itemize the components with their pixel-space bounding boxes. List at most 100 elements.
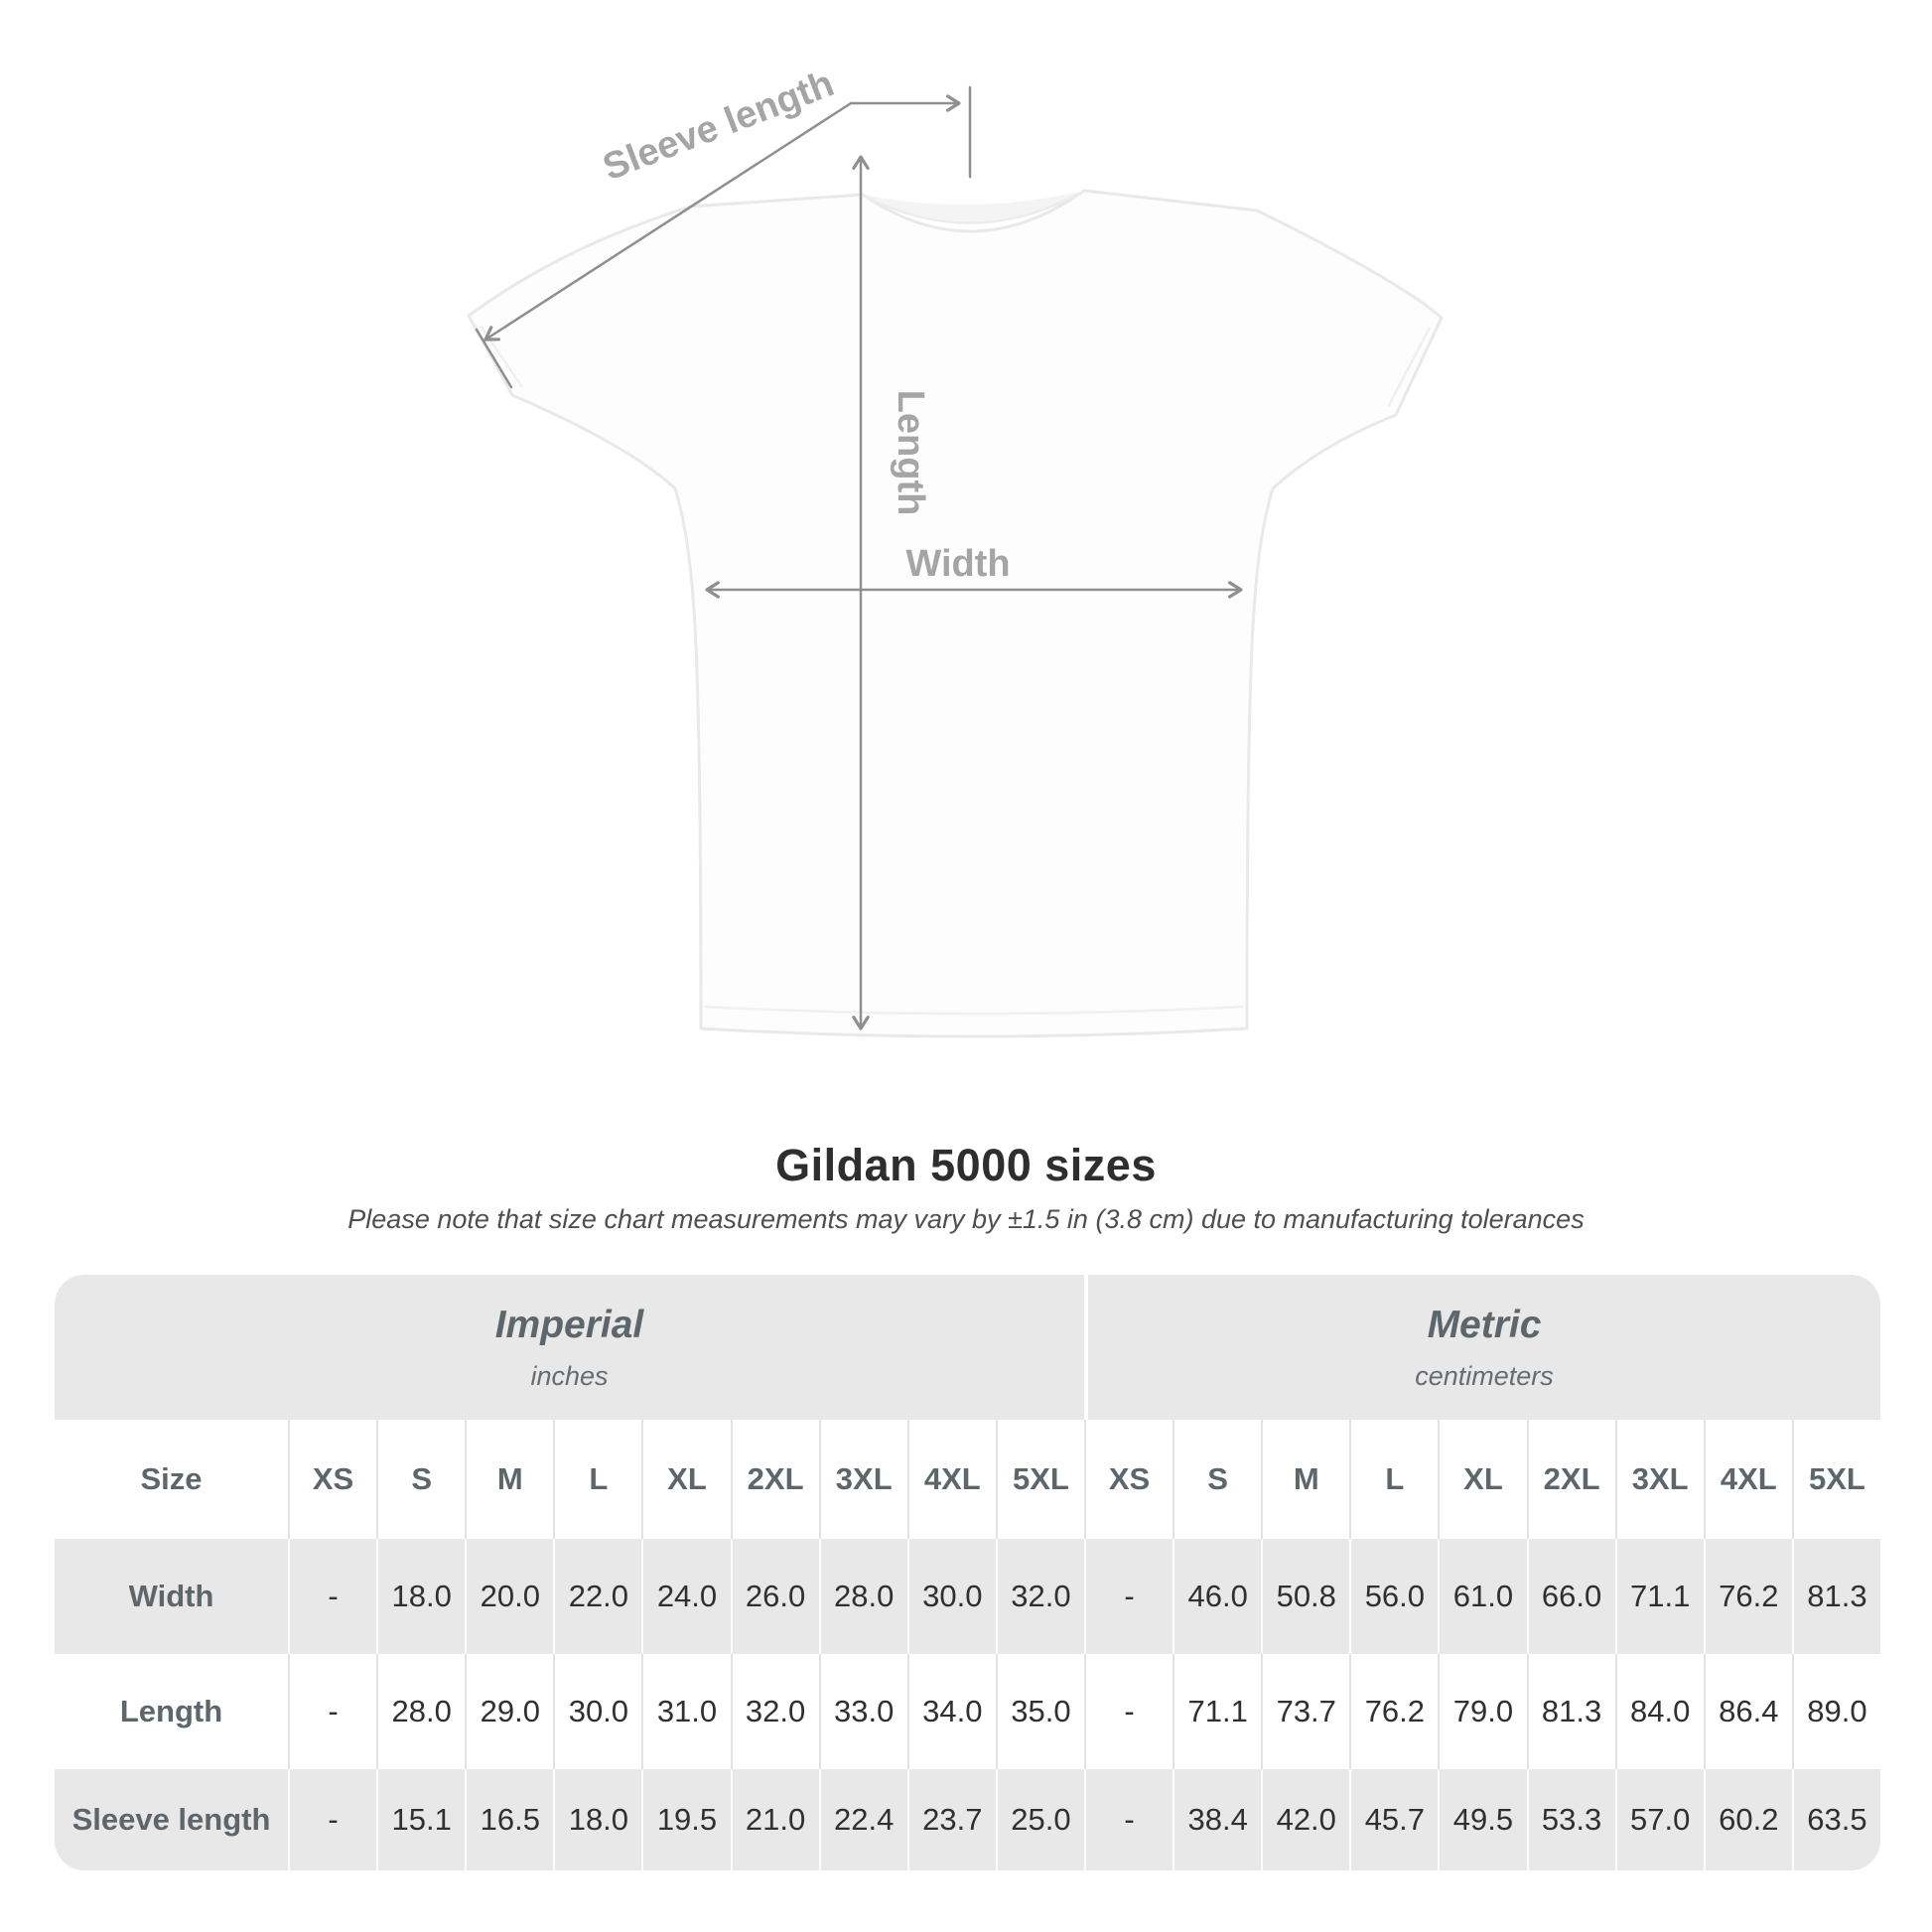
size-column-header: Size [140,1461,203,1496]
measurement-cell: 61.0 [1438,1539,1526,1654]
collar-rib-line [867,192,1080,224]
measurement-cell: - [288,1769,376,1870]
measurement-cell: 84.0 [1614,1654,1704,1769]
measurement-cell: 15.1 [376,1769,465,1870]
measurement-cell: - [288,1539,376,1654]
size-header-row: Size XS S M L XL 2XL 3XL 4XL 5XL XS S M L XL 2XL 3XL 4X… [55,1420,1880,1539]
imperial-label: Imperial [494,1303,644,1346]
size-chart-table: Imperial inches Metric centimeters Size … [55,1275,1880,1870]
sleeve-length-label: Sleeve length [598,63,840,189]
measurement-cell: 18.0 [553,1769,641,1870]
sleeve-end-tick-line [475,328,513,389]
size-header-cell: 5XL [995,1420,1084,1539]
tolerance-note: Please note that size chart measurements… [347,1204,1585,1234]
size-header-cell: XS [1083,1420,1173,1539]
size-header-cell: XL [1438,1420,1526,1539]
measurement-cell: 45.7 [1349,1769,1438,1870]
unit-group-row: Imperial inches Metric centimeters [55,1275,1880,1420]
measurement-cell: 32.0 [995,1539,1084,1654]
tshirt-diagram: Sleeve length Length Width [467,63,1444,1038]
tshirt-illustration [467,189,1444,1038]
measurement-cell: 53.3 [1526,1769,1615,1870]
size-header-cell: L [1349,1420,1438,1539]
size-header-cell: L [553,1420,641,1539]
size-header-cell: 3XL [818,1420,907,1539]
measurement-cell: 63.5 [1791,1769,1880,1870]
width-label: Width [905,543,1010,585]
measurement-cell: 56.0 [1349,1539,1438,1654]
measurement-cell: 35.0 [995,1654,1084,1769]
measurement-cell: 81.3 [1526,1654,1615,1769]
measurement-cell: 28.0 [818,1539,907,1654]
sleeve-length-line-diagonal [483,101,853,342]
measurement-cell: 19.5 [641,1769,730,1870]
measurement-cell: 76.2 [1349,1654,1438,1769]
measurement-cell: 50.8 [1261,1539,1349,1654]
measurement-cell: - [288,1654,376,1769]
measurement-cell: 26.0 [730,1539,819,1654]
measurement-cell: 20.0 [465,1539,553,1654]
measurement-cell: 30.0 [553,1654,641,1769]
measurement-cell: 46.0 [1173,1539,1261,1654]
row-label-sleeve-length: Sleeve length [71,1802,271,1837]
measurement-cell: 71.1 [1173,1654,1261,1769]
measurement-cell: 42.0 [1261,1769,1349,1870]
measurement-cell: 16.5 [465,1769,553,1870]
imperial-group-header: Imperial inches [55,1275,1084,1420]
imperial-unit: inches [530,1360,609,1391]
size-header-cell: 4XL [1703,1420,1792,1539]
measurement-cell: 31.0 [641,1654,730,1769]
metric-group-header: Metric centimeters [1084,1275,1880,1420]
measurement-cell: 29.0 [465,1654,553,1769]
measurement-cell: 32.0 [730,1654,819,1769]
size-header-cell: XL [641,1420,730,1539]
tshirt-body [467,189,1444,1038]
table-row-sleeve-length: Sleeve length -15.1 16.5 18.0 19.5 21.0 22.4 2… [55,1769,1880,1870]
size-header-cell: M [465,1420,553,1539]
size-header-cell: XS [288,1420,376,1539]
metric-label: Metric [1427,1303,1542,1346]
size-header-cell: 4XL [906,1420,996,1539]
measurement-cell: 60.2 [1703,1769,1792,1870]
measurement-cell: 28.0 [376,1654,465,1769]
bottom-hem-stitch [704,1005,1244,1016]
page-title: Gildan 5000 sizes [775,1140,1157,1190]
measurement-cell: 22.4 [818,1769,907,1870]
measurement-cell: 81.3 [1791,1539,1880,1654]
measurement-cell: 18.0 [376,1539,465,1654]
row-label-length: Length [119,1694,223,1728]
measurement-cell: - [1083,1769,1173,1870]
measurement-cell: 21.0 [730,1769,819,1870]
measurement-cell: - [1083,1539,1173,1654]
size-header-cell: S [376,1420,465,1539]
metric-unit: centimeters [1415,1360,1554,1391]
measurement-cell: 49.5 [1438,1769,1526,1870]
measurement-cell: - [1083,1654,1173,1769]
measurement-cell: 25.0 [995,1769,1084,1870]
measurement-cell: 24.0 [641,1539,730,1654]
measurement-cell: 38.4 [1173,1769,1261,1870]
measurement-cell: 71.1 [1614,1539,1704,1654]
measurement-cell: 73.7 [1261,1654,1349,1769]
size-header-cell: 2XL [1526,1420,1615,1539]
measurement-cell: 22.0 [553,1539,641,1654]
row-label-width: Width [128,1579,214,1613]
dimension-lines [475,85,1243,1031]
sleeve-hem-right [1386,327,1432,408]
measurement-cell: 86.4 [1703,1654,1792,1769]
measurement-cell: 76.2 [1703,1539,1792,1654]
measurement-cell: 34.0 [906,1654,996,1769]
measurement-cell: 23.7 [906,1769,996,1870]
collar-inside [863,191,1084,222]
measurement-cell: 33.0 [818,1654,907,1769]
measurement-cell: 66.0 [1526,1539,1615,1654]
size-header-cell: 2XL [730,1420,819,1539]
measurement-cell: 57.0 [1614,1769,1704,1870]
length-label: Length [890,390,931,516]
table-row-length: Length -28.0 29.0 30.0 31.0 32.0 33.0 34.0 35.0… [55,1654,1880,1769]
measurement-cell: 79.0 [1438,1654,1526,1769]
size-header-cell: S [1173,1420,1261,1539]
size-header-cell: 3XL [1614,1420,1704,1539]
measurement-cell: 30.0 [906,1539,996,1654]
